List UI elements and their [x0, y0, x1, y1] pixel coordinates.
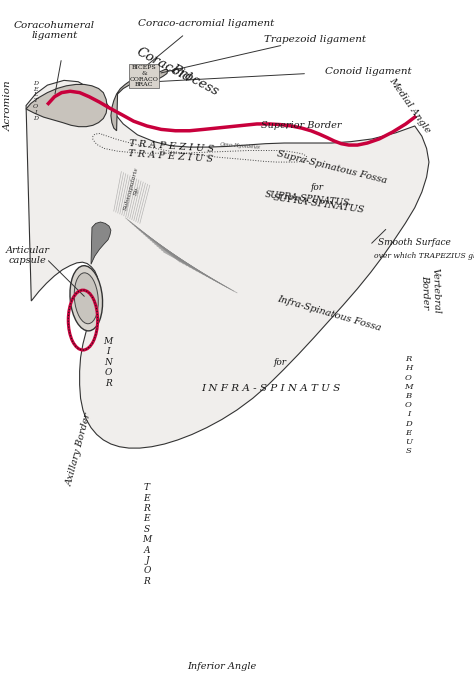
- Text: Medial Angle: Medial Angle: [388, 76, 432, 135]
- Text: Coracohumeral
ligament: Coracohumeral ligament: [14, 21, 95, 40]
- Text: Conoid ligament: Conoid ligament: [325, 67, 411, 76]
- Text: SUPRA-SPINATUS: SUPRA-SPINATUS: [264, 190, 350, 208]
- Text: Infra-Spinatous Fossa: Infra-Spinatous Fossa: [276, 294, 383, 332]
- Text: T R A P E Z I U S: T R A P E Z I U S: [128, 149, 213, 164]
- Text: Trapezoid ligament: Trapezoid ligament: [264, 35, 366, 44]
- Polygon shape: [26, 84, 107, 127]
- Text: T
E
R
E
S
M
A
J
O
R: T E R E S M A J O R: [142, 484, 152, 586]
- Text: over which TRAPEZIUS glides: over which TRAPEZIUS glides: [374, 252, 474, 260]
- Polygon shape: [111, 69, 168, 131]
- Polygon shape: [26, 80, 429, 448]
- Text: Superior Border: Superior Border: [261, 121, 341, 131]
- Text: Omo-Hyoideus: Omo-Hyoideus: [220, 142, 261, 151]
- Text: Supra-Spinatous Fossa: Supra-Spinatous Fossa: [276, 148, 388, 185]
- Ellipse shape: [74, 273, 98, 323]
- Text: Coraco-acromial ligament: Coraco-acromial ligament: [138, 19, 274, 29]
- Text: for: for: [310, 183, 323, 192]
- Text: Smooth Surface: Smooth Surface: [378, 238, 451, 247]
- Text: Subscapularis
Sp.: Subscapularis Sp.: [123, 166, 145, 212]
- Text: M
I
N
O
R: M I N O R: [103, 337, 113, 387]
- Text: BICEPS
&
CORACO
BRAC: BICEPS & CORACO BRAC: [130, 65, 158, 87]
- Text: T R A P E Z I U S: T R A P E Z I U S: [129, 139, 214, 154]
- Text: Axillary Border: Axillary Border: [65, 412, 94, 487]
- Text: I N F R A - S P I N A T U S: I N F R A - S P I N A T U S: [201, 383, 341, 393]
- Text: R
H
O
M
B
O
I
D
E
U
S: R H O M B O I D E U S: [404, 355, 413, 455]
- Text: SUPRA-SPINATUS: SUPRA-SPINATUS: [272, 193, 365, 215]
- Text: Process: Process: [168, 63, 220, 98]
- Text: Vertebral
Border: Vertebral Border: [420, 268, 441, 315]
- Text: Inferior Angle: Inferior Angle: [187, 661, 256, 671]
- Text: Articular
capsule: Articular capsule: [6, 246, 49, 265]
- Polygon shape: [91, 222, 111, 264]
- Ellipse shape: [70, 266, 102, 331]
- Text: D
E
L
T
O
I
D: D E L T O I D: [33, 81, 38, 121]
- Text: Acromion: Acromion: [4, 80, 13, 131]
- Text: for: for: [273, 358, 286, 367]
- Text: Coracoid: Coracoid: [134, 45, 193, 84]
